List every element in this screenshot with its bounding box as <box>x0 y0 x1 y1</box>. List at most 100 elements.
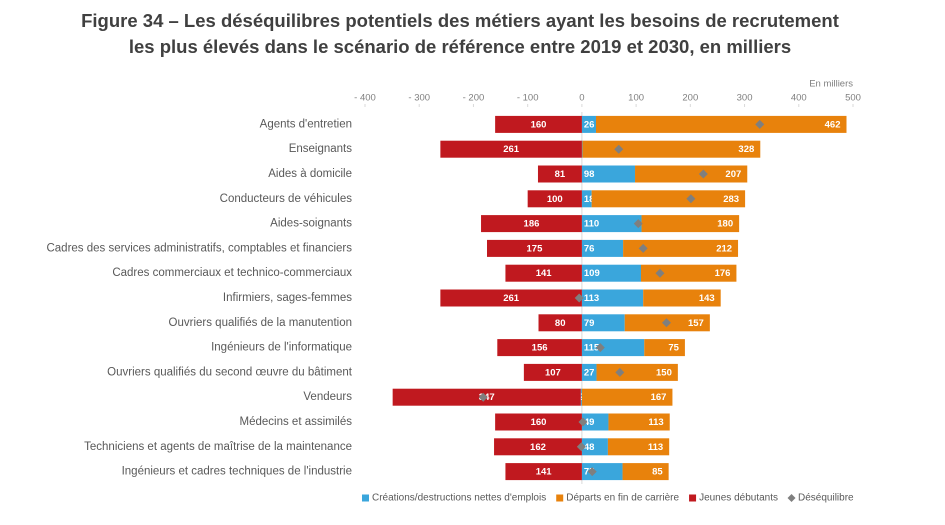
value-label: 18 <box>584 194 595 205</box>
value-label: 261 <box>503 144 520 155</box>
x-tick-label: 400 <box>791 93 807 104</box>
category-label: Infirmiers, sages-femmes <box>223 292 352 304</box>
value-label: 76 <box>584 243 595 254</box>
value-label: 49 <box>584 417 595 428</box>
diamond-marker <box>587 467 597 477</box>
bar-segment <box>591 190 746 208</box>
value-label: 462 <box>825 119 841 130</box>
bar-segment <box>505 264 582 282</box>
bar-segment <box>581 264 641 282</box>
bar-segment <box>487 239 582 257</box>
value-label: 176 <box>715 268 731 279</box>
diamond-marker <box>615 367 625 377</box>
value-label: 157 <box>688 318 704 329</box>
value-label: 110 <box>584 219 599 230</box>
legend-marker <box>556 494 564 502</box>
bar-segment <box>581 115 596 133</box>
bar-segment <box>440 289 582 307</box>
value-label: 186 <box>524 219 540 230</box>
value-label: 79 <box>584 318 595 329</box>
value-label: 80 <box>555 318 566 329</box>
category-label: Enseignants <box>289 143 353 155</box>
value-label: 113 <box>648 442 663 453</box>
value-label: 85 <box>652 467 663 478</box>
bar-segment <box>495 413 582 431</box>
bar-segment <box>505 463 582 481</box>
category-label: Vendeurs <box>303 391 352 403</box>
value-label: 141 <box>536 467 553 478</box>
value-label: 283 <box>723 194 739 205</box>
value-label: 212 <box>716 243 732 254</box>
legend-marker <box>689 494 697 502</box>
bar-segment <box>607 438 670 456</box>
value-label: 180 <box>717 219 733 230</box>
x-tick-label: - 400 <box>354 93 376 104</box>
category-label: Cadres commerciaux et technico-commercia… <box>112 267 352 279</box>
category-label: Agents d'entretien <box>260 118 352 130</box>
value-label: 162 <box>530 442 546 453</box>
bar-segment <box>641 215 740 233</box>
value-label: 261 <box>503 293 520 304</box>
diamond-marker <box>686 194 696 204</box>
diamond-marker <box>574 293 584 303</box>
value-label: 141 <box>536 268 553 279</box>
value-label: 109 <box>584 268 600 279</box>
value-label: 207 <box>725 169 741 180</box>
category-label: Médecins et assimilés <box>240 416 353 428</box>
chart-title: les plus élevés dans le scénario de réfé… <box>129 36 791 57</box>
bar-segment <box>581 215 642 233</box>
value-label: 27 <box>584 367 595 378</box>
category-label: Aides-soignants <box>270 218 352 230</box>
category-label: Cadres des services administratifs, comp… <box>46 242 352 254</box>
bar-segment <box>608 413 670 431</box>
category-label: Ouvriers qualifiés de la manutention <box>169 317 352 329</box>
x-tick-label: 300 <box>737 93 753 104</box>
bar-segment <box>581 140 583 158</box>
bar-segment <box>581 239 624 257</box>
x-tick-label: 200 <box>682 93 698 104</box>
legend-marker <box>362 494 369 502</box>
value-label: 156 <box>532 343 548 354</box>
bar-segment <box>596 363 678 381</box>
bar-segment <box>494 438 582 456</box>
value-label: 175 <box>527 243 544 254</box>
diamond-marker <box>578 417 588 427</box>
diamond-marker <box>755 119 765 129</box>
bar-segment <box>581 438 608 456</box>
value-label: 150 <box>656 367 672 378</box>
bar-segment <box>527 190 582 208</box>
value-label: 113 <box>648 417 663 428</box>
value-label: 160 <box>531 417 547 428</box>
diamond-marker <box>633 219 643 229</box>
diamond-marker <box>698 169 708 179</box>
bar-segment <box>538 314 582 332</box>
value-label: 328 <box>738 144 754 155</box>
bar-segment <box>644 339 685 357</box>
value-label: 98 <box>584 169 595 180</box>
bar-segment <box>581 388 673 406</box>
value-label: 115 <box>584 343 600 354</box>
bar-segment <box>640 264 737 282</box>
bar-segment <box>623 239 739 257</box>
bar-segment <box>582 140 761 158</box>
value-label: 48 <box>584 442 595 453</box>
category-label: Conducteurs de véhicules <box>220 193 353 205</box>
x-tick-label: 100 <box>628 93 644 104</box>
bar-segment <box>581 363 597 381</box>
category-label: Aides à domicile <box>268 168 352 180</box>
bar-segment <box>495 115 582 133</box>
x-tick-label: - 200 <box>463 93 485 104</box>
bar-segment <box>635 165 748 183</box>
bar-segment <box>481 215 582 233</box>
value-label: 26 <box>584 119 595 130</box>
category-label: Ingénieurs de l'informatique <box>211 342 352 354</box>
legend-label: Déséquilibre <box>798 493 854 504</box>
diamond-marker <box>478 392 488 402</box>
diamond-marker <box>614 144 624 154</box>
bar-segment <box>581 413 609 431</box>
value-label: 100 <box>547 194 563 205</box>
x-tick-label: 500 <box>845 93 861 104</box>
value-label: 113 <box>584 293 599 304</box>
axis-unit: En milliers <box>809 79 853 90</box>
